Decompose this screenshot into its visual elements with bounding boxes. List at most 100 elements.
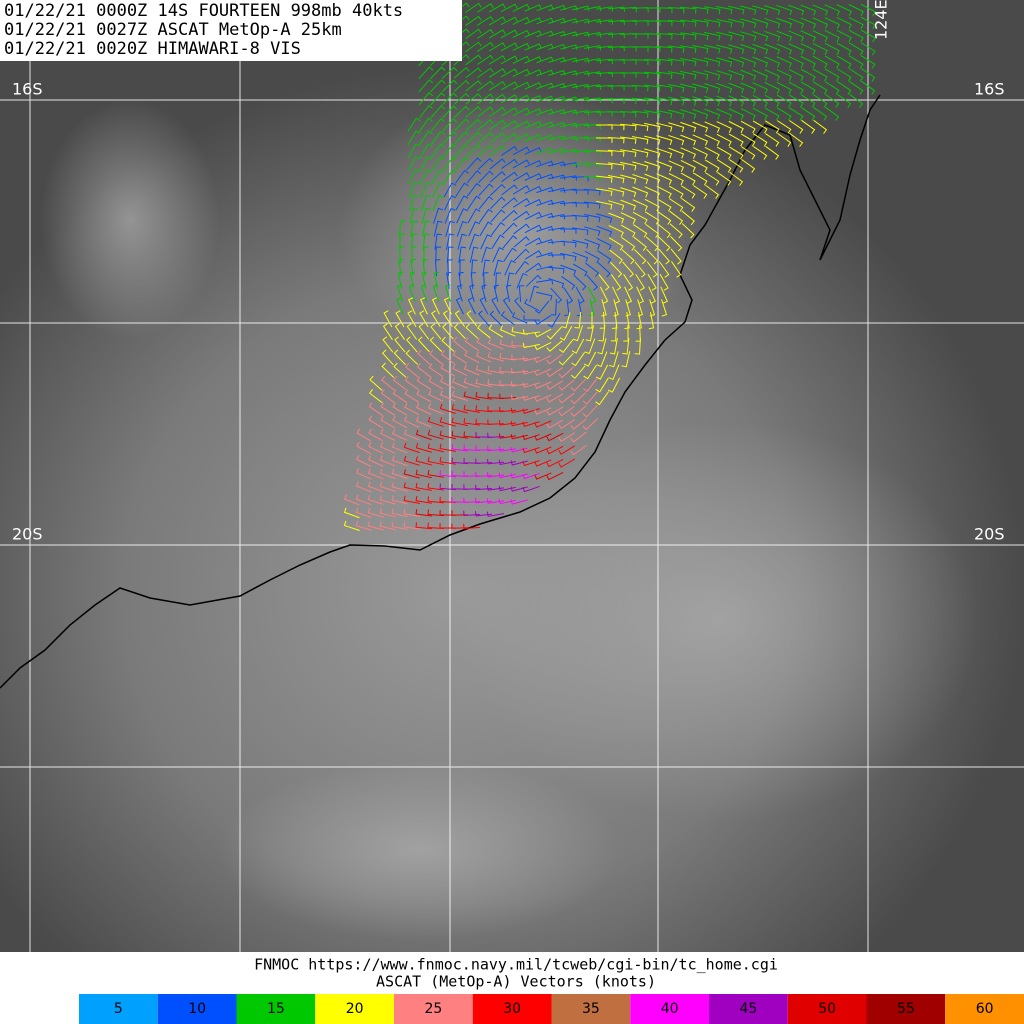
barb	[454, 169, 469, 184]
barb	[536, 160, 554, 168]
barb	[729, 159, 744, 173]
barb	[368, 388, 383, 404]
barb	[620, 136, 637, 144]
barb	[546, 406, 564, 416]
barb	[656, 147, 673, 159]
barb	[680, 96, 697, 106]
barb	[800, 17, 817, 29]
barb	[716, 18, 733, 28]
barb	[595, 364, 609, 380]
lat-label: 20S	[974, 525, 1005, 544]
barb	[500, 29, 518, 39]
barb	[415, 509, 433, 517]
barb	[825, 106, 840, 121]
barb	[536, 95, 554, 103]
barb	[397, 271, 403, 289]
barb	[752, 43, 769, 55]
barb	[728, 18, 745, 28]
barb	[657, 223, 671, 239]
barb	[355, 481, 372, 493]
barb	[740, 107, 756, 121]
barb	[524, 250, 542, 260]
barb	[477, 93, 494, 105]
legend-swatch	[787, 994, 867, 1024]
barb	[463, 471, 481, 477]
barb	[524, 298, 540, 312]
barb	[608, 175, 625, 184]
barb	[681, 197, 696, 212]
barb	[740, 44, 757, 55]
legend-label: 25	[424, 1001, 442, 1017]
barb	[563, 287, 574, 304]
barb	[393, 362, 407, 378]
barb	[428, 376, 444, 390]
barb	[681, 210, 695, 226]
barb	[510, 394, 528, 400]
barb	[740, 82, 757, 94]
barb	[559, 201, 577, 208]
barb	[475, 445, 493, 451]
barb	[548, 277, 565, 289]
barb	[860, 29, 876, 43]
barb	[836, 17, 852, 30]
barb	[430, 79, 446, 93]
barb	[475, 458, 493, 464]
barb	[419, 156, 433, 172]
barb	[560, 122, 578, 129]
barb	[404, 376, 419, 391]
barb	[500, 311, 515, 326]
barb	[418, 66, 434, 80]
barb	[512, 172, 530, 182]
barb	[446, 246, 454, 264]
barb	[607, 6, 625, 12]
barb	[608, 200, 625, 211]
barb	[536, 265, 554, 271]
barb	[692, 6, 709, 14]
barb	[548, 213, 566, 220]
barb	[570, 378, 586, 392]
barb	[559, 228, 577, 234]
barb	[487, 445, 505, 452]
barb	[620, 224, 636, 238]
barb	[406, 336, 418, 353]
barb	[512, 94, 530, 104]
barb	[403, 495, 420, 505]
lat-label: 16S	[12, 80, 43, 99]
barb	[380, 402, 396, 416]
barb	[451, 497, 469, 503]
barb	[560, 135, 578, 142]
barb	[489, 93, 506, 104]
barb	[534, 459, 552, 467]
barb	[536, 82, 554, 90]
barb	[837, 81, 852, 95]
barb	[405, 362, 419, 378]
barb	[681, 223, 695, 239]
barb	[848, 29, 864, 43]
barb	[836, 4, 852, 16]
barb	[416, 376, 432, 390]
legend-swatch	[157, 994, 237, 1024]
barb	[622, 337, 630, 355]
barb	[740, 31, 757, 42]
barb	[848, 16, 864, 30]
barb	[812, 42, 828, 56]
legend-label: 30	[503, 1001, 521, 1017]
barb	[510, 381, 528, 387]
barb	[381, 375, 395, 391]
barb	[572, 263, 588, 277]
barb	[764, 30, 781, 42]
barb	[692, 44, 709, 54]
barb	[430, 92, 446, 106]
barb	[512, 120, 530, 130]
barb	[704, 121, 721, 133]
barb	[392, 429, 408, 441]
barb	[489, 310, 503, 326]
barb	[596, 213, 613, 223]
barb	[584, 84, 602, 90]
barb	[524, 185, 542, 194]
barb	[451, 510, 469, 516]
barb	[692, 159, 708, 173]
barb	[596, 188, 613, 197]
barb	[800, 30, 816, 42]
barb	[524, 82, 542, 90]
